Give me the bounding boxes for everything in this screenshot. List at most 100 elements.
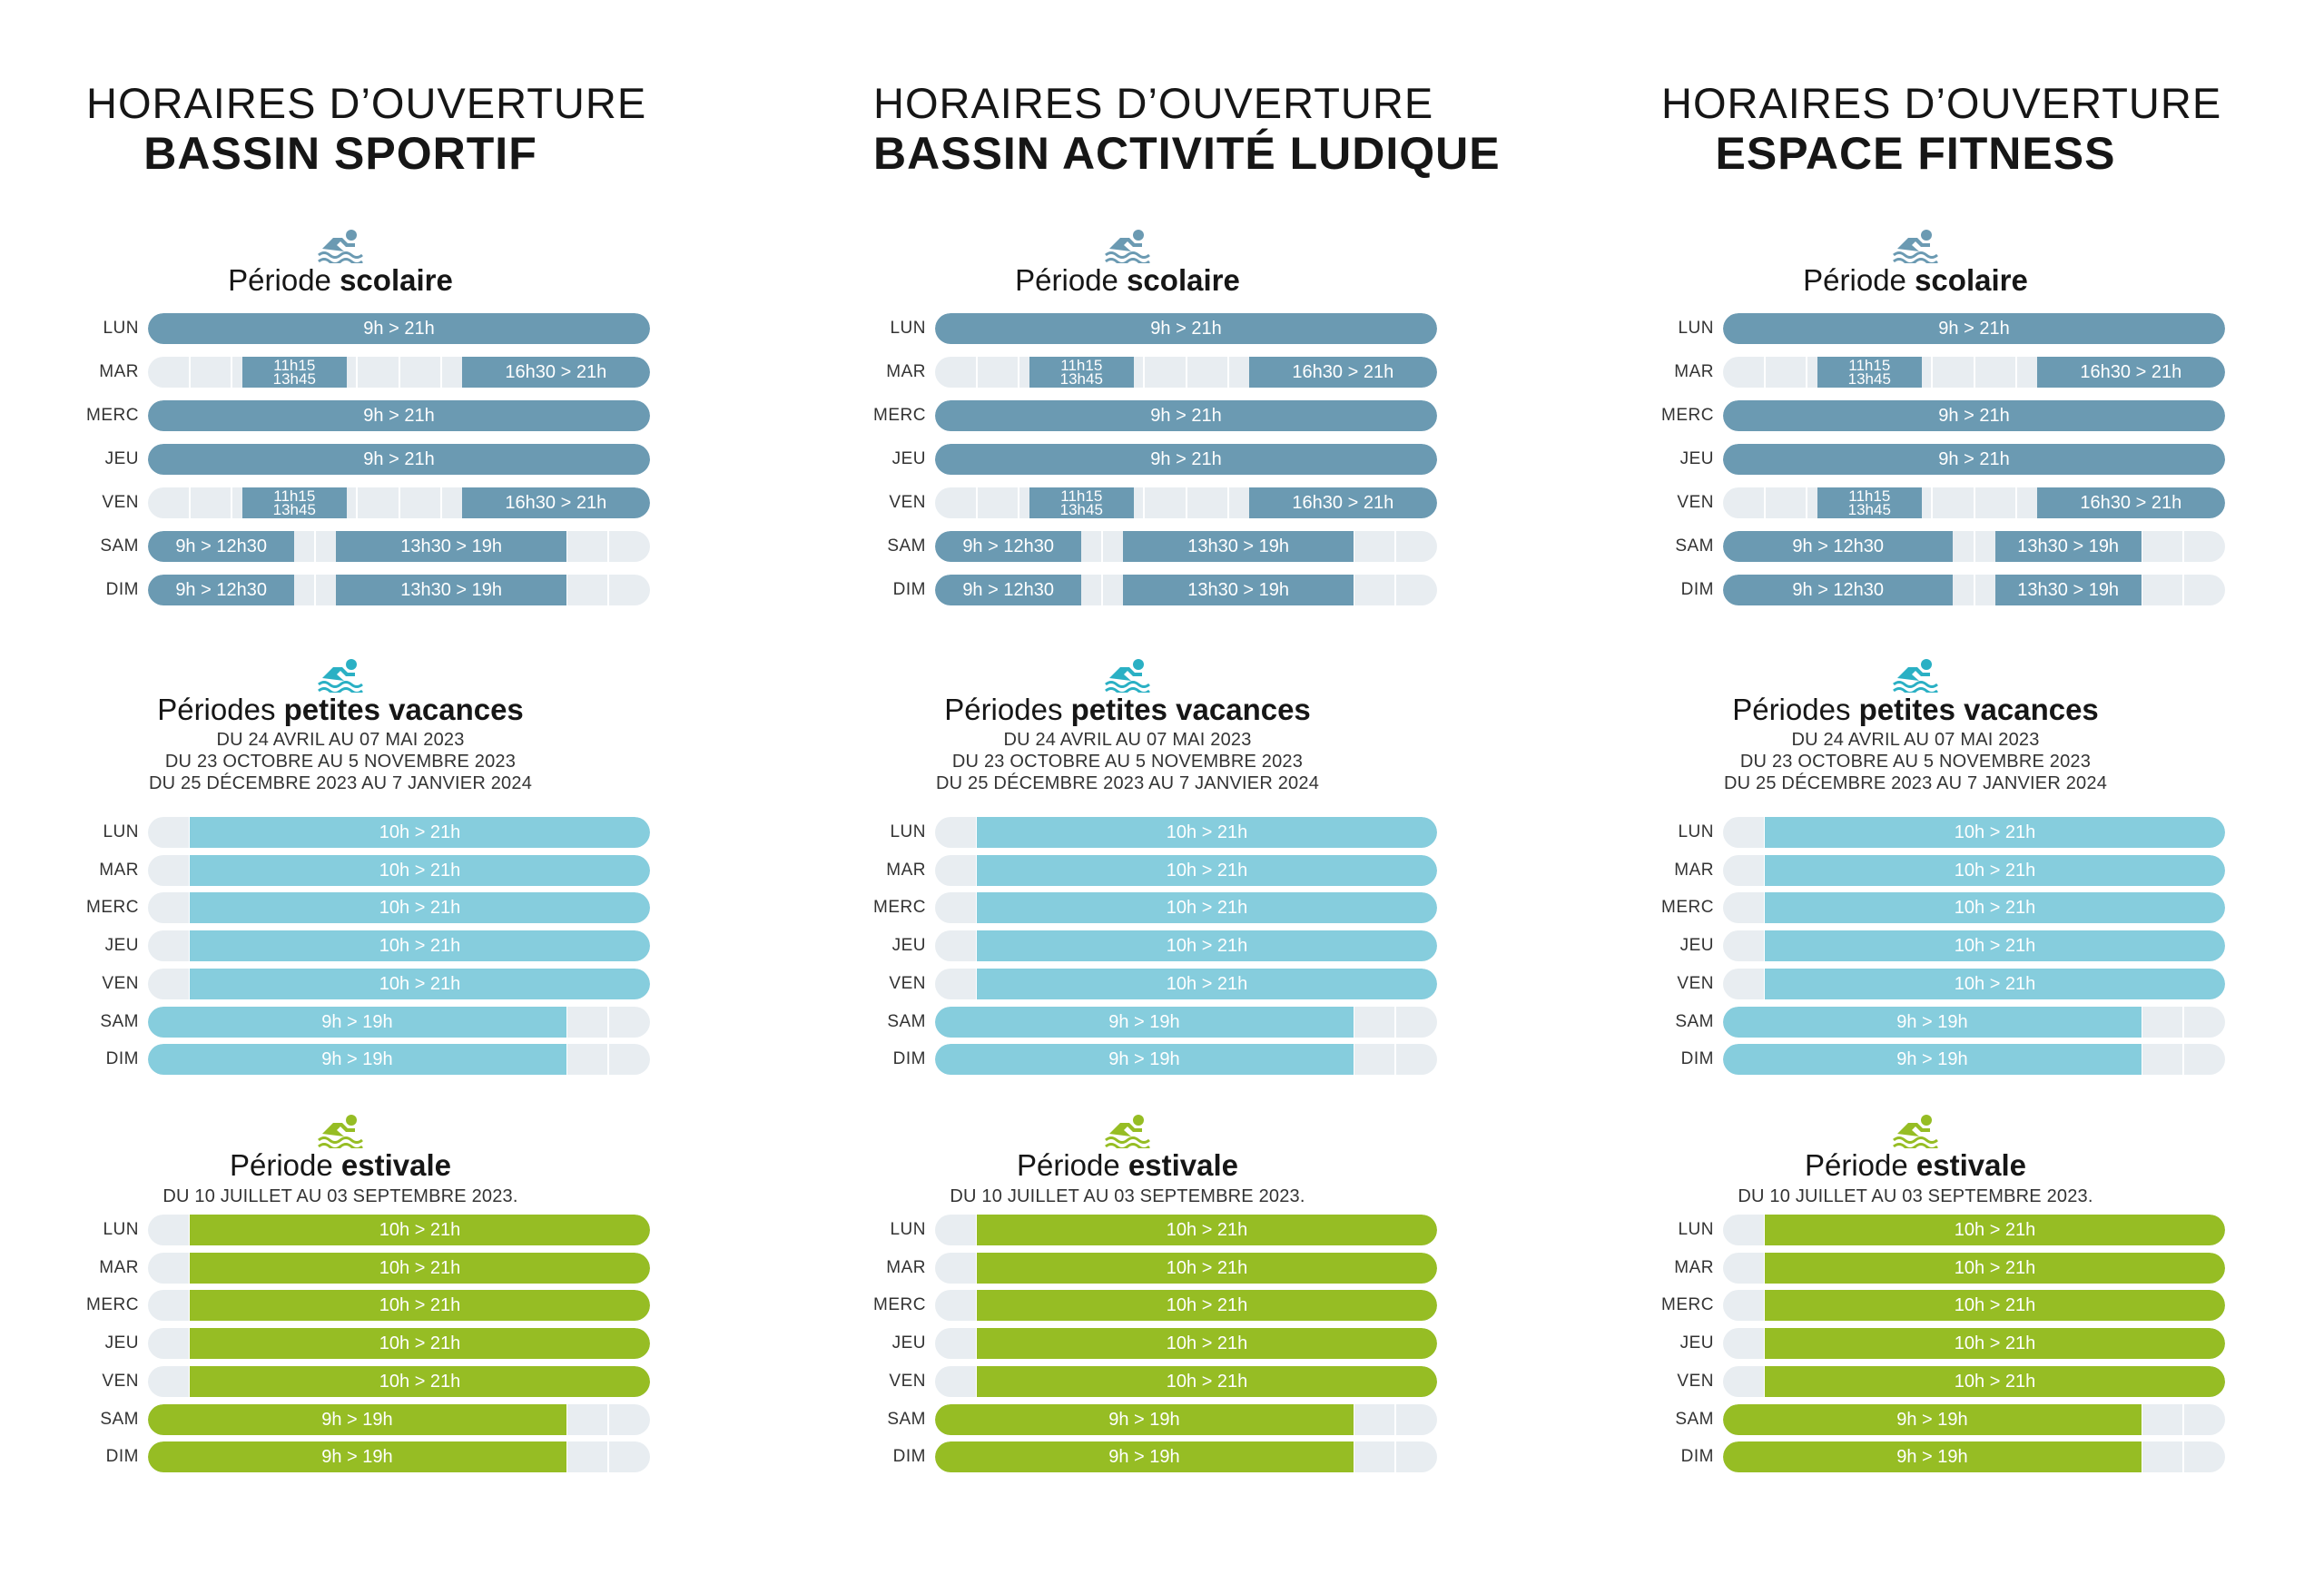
day-label: MAR [1674,1257,1714,1277]
grid-divider [1931,357,1934,388]
hours-label: 13h30 > 19h [400,580,502,600]
hours-track: 9h > 21h [1723,400,2225,431]
grid-divider [439,357,442,388]
day-label: DIM [892,1447,926,1467]
period-date-line: DU 23 OCTOBRE AU 5 NOVEMBRE 2023 [951,752,1304,772]
opening-hours-bar: 16h30 > 21h [1248,487,1437,518]
hours-label: 9h > 19h [321,1447,393,1468]
day-label: SAM [887,536,926,556]
hours-label-end: 13h45 [272,501,316,518]
day-label: DIM [1680,1049,1714,1069]
period-title: Périodes petites vacances [1661,693,2170,727]
period-section-estivale: Période estivale DU 10 JUILLET AU 03 SEPT… [873,1112,1437,1584]
opening-hours-bar: 9h > 19h [935,1403,1354,1435]
swimmer-icon [1105,1115,1150,1148]
hours-track: 10h > 21h [148,817,650,848]
day-row: DIM 9h > 19h [86,1440,650,1474]
grid-divider [1101,531,1104,562]
column-title-line2: BASSIN SPORTIF [143,128,537,179]
opening-hours-bar: 10h > 21h [190,817,650,848]
opening-hours-bar: 9h > 19h [148,1006,566,1038]
hours-label: 16h30 > 21h [1292,493,1394,513]
grid-divider [1806,487,1808,518]
period-date-line: DU 24 AVRIL AU 07 MAI 2023 [216,730,465,750]
day-row: MERC 10h > 21h [873,1288,1437,1323]
period-date-line: DU 25 DÉCEMBRE 2023 AU 7 JANVIER 2024 [935,773,1320,793]
grid-divider [2181,1044,2184,1076]
grid-divider [1143,357,1146,388]
day-label: DIM [105,1049,139,1069]
grid-divider [606,1403,609,1435]
period-date-line: DU 23 OCTOBRE AU 5 NOVEMBRE 2023 [1739,752,2092,772]
hours-track: 10h > 21h [148,930,650,962]
hours-track: 10h > 21h [1723,892,2225,924]
opening-hours-bar: 9h > 19h [935,1441,1354,1473]
period-dates: DU 10 JUILLET AU 03 SEPTEMBRE 2023. [873,1186,1382,1207]
hours-track: 9h > 19h [935,1441,1437,1473]
day-label: SAM [100,536,139,556]
day-label: DIM [1680,580,1714,599]
grid-divider [565,1044,567,1076]
opening-hours-bar: 10h > 21h [190,1252,650,1284]
schedule-column: HORAIRES D’OUVERTURE ESPACE FITNESS Périod… [1661,0,2225,1553]
period-title: Période scolaire [873,263,1382,298]
period-title-bold: scolaire [340,263,453,297]
day-label: MAR [99,1257,139,1277]
hours-label: 11h15 [273,357,316,374]
opening-hours-bar: 9h > 21h [935,313,1437,344]
period-title-bold: scolaire [1127,263,1240,297]
hours-track: 10h > 21h [935,1252,1437,1284]
period-title-bold: petites vacances [283,693,524,726]
day-label: DIM [105,1447,139,1467]
day-row: SAM 9h > 19h [873,1402,1437,1437]
hours-track: 9h > 19h [1723,1403,2225,1435]
grid-divider [1018,357,1020,388]
grid-divider [1226,487,1229,518]
hours-track: 9h > 21h [148,313,650,344]
hours-label: 9h > 19h [321,1409,393,1430]
period-section-scolaire: Période scolaire LUN 9h > 21h MAR 11h15 13h45… [86,227,650,699]
hours-label: 9h > 21h [363,406,435,426]
day-label: JEU [891,1333,926,1353]
period-title-prefix: Période [229,1148,341,1182]
swimmer-icon [1893,659,1938,693]
day-row: JEU 9h > 21h [1661,442,2225,477]
hours-label: 16h30 > 21h [1292,362,1394,382]
day-label: SAM [1675,1011,1714,1031]
period-title-prefix: Période [1016,1148,1128,1182]
day-row: LUN 9h > 21h [1661,311,2225,346]
hours-track: 9h > 19h [1723,1441,2225,1473]
hours-track: 9h > 21h [1723,313,2225,344]
column-title-line1: HORAIRES D’OUVERTURE [873,79,1434,127]
period-dates: DU 24 AVRIL AU 07 MAI 2023 DU 23 OCTOBRE … [86,729,595,794]
day-label: MAR [99,362,139,381]
opening-hours-bar: 9h > 19h [1723,1441,2142,1473]
hours-track: 10h > 21h [148,854,650,886]
period-icon [86,656,595,697]
opening-hours-bar: 16h30 > 21h [461,487,650,518]
day-row: SAM 9h > 19h [1661,1402,2225,1437]
period-title-bold: petites vacances [1070,693,1311,726]
opening-hours-bar: 10h > 21h [1765,1252,2225,1284]
opening-hours-bar: 9h > 21h [148,400,650,431]
day-row: MERC 10h > 21h [873,890,1437,925]
hours-track: 10h > 21h [1723,817,2225,848]
column-title-line2: BASSIN ACTIVITÉ LUDIQUE [873,128,1501,179]
opening-hours-bar: 10h > 21h [190,892,650,924]
hours-label: 9h > 21h [1938,406,2010,426]
day-row: SAM 9h > 19h [86,1402,650,1437]
period-icon [1661,227,2170,268]
day-row: SAM 9h > 12h30 13h30 > 19h [86,529,650,564]
hours-label: 10h > 21h [379,898,461,919]
period-section-scolaire: Période scolaire LUN 9h > 21h MAR 11h15 13h45… [1661,227,2225,699]
hours-label: 10h > 21h [1954,898,2036,919]
hours-track: 9h > 21h [935,444,1437,475]
period-title-prefix: Périodes [944,693,1071,726]
hours-track: 10h > 21h [148,968,650,999]
hours-track: 10h > 21h [1723,1328,2225,1360]
opening-hours-bar: 10h > 21h [190,1215,650,1245]
hours-label: 11h15 [1848,357,1891,374]
opening-hours-bar: 10h > 21h [190,930,650,962]
hours-label: 9h > 19h [1896,1049,1968,1070]
grid-divider [231,357,233,388]
